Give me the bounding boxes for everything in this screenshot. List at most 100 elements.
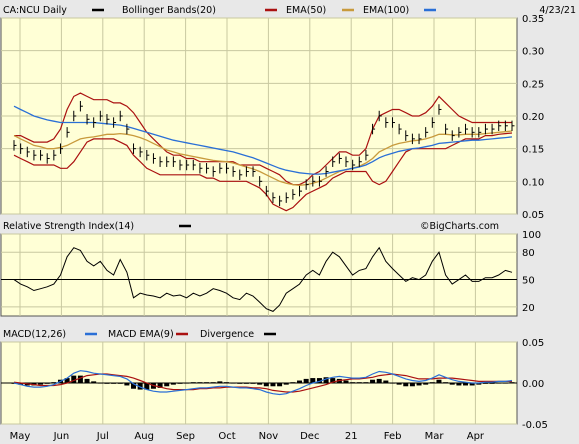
macd-tick-label: -0.05 <box>522 420 548 431</box>
divergence-bar <box>403 383 409 387</box>
divergence-bar <box>416 383 422 386</box>
bollinger-lower-line <box>13 132 513 212</box>
divergence-bar <box>436 379 442 383</box>
divergence-bar <box>18 383 24 385</box>
month-label-9: Feb <box>384 431 402 442</box>
price-tick-label: 0.15 <box>522 145 544 156</box>
divergence-bar <box>396 383 402 385</box>
x-axis: May Jun Jul Aug Sep Oct Nov Dec 21 Feb Mar Apr <box>10 431 485 442</box>
price-tick-label: 0.25 <box>522 79 544 90</box>
divergence-bar <box>429 382 435 383</box>
rsi-line <box>13 246 513 312</box>
bollinger-upper-line <box>14 92 512 186</box>
divergence-bar <box>409 383 415 387</box>
divergence-bar <box>164 383 170 387</box>
divergence-bar <box>257 383 263 385</box>
divergence-bar <box>443 382 449 383</box>
divergence-bar <box>383 380 389 383</box>
macd-tick-label: 0.00 <box>522 379 544 390</box>
month-label-3: Aug <box>134 431 154 442</box>
rsi-title: Relative Strength Index(14) <box>3 221 134 232</box>
macd-panel: 0.05 0.00 -0.05 <box>0 338 548 431</box>
rsi-tick-label: 20 <box>522 303 535 314</box>
divergence-bar <box>330 378 336 383</box>
rsi-panel: 100 80 50 20 <box>0 230 541 317</box>
price-tick-label: 0.20 <box>522 112 544 123</box>
divergence-bar <box>509 382 515 383</box>
divergence-bar <box>496 383 502 384</box>
divergence-bar <box>131 383 137 389</box>
macd-line <box>13 370 513 396</box>
macd-title: MACD(12,26) <box>3 329 66 340</box>
divergence-bar <box>210 382 216 383</box>
divergence-bar <box>363 382 369 383</box>
chart-title: CA:NCU Daily <box>3 5 67 16</box>
divergence-bar <box>144 383 150 390</box>
divergence-bar <box>204 382 210 383</box>
divergence-bar <box>170 383 176 385</box>
price-tick-label: 0.35 <box>522 14 544 25</box>
divergence-bar <box>389 383 395 384</box>
divergence-bar <box>190 382 196 383</box>
month-label-6: Nov <box>259 431 279 442</box>
divergence-bar <box>277 383 283 387</box>
divergence-bar <box>303 378 309 383</box>
divergence-bar <box>124 383 130 386</box>
divergence-bar <box>250 383 256 384</box>
price-tick-label: 0.10 <box>522 177 544 188</box>
legend-macd-ema: MACD EMA(9) <box>108 329 174 340</box>
month-label-0: May <box>10 431 31 442</box>
divergence-bar <box>51 382 57 383</box>
divergence-bar <box>117 383 123 384</box>
legend-bollinger: Bollinger Bands(20) <box>122 5 216 16</box>
divergence-bar <box>456 383 462 386</box>
divergence-bar <box>482 383 488 384</box>
legend-ema50: EMA(50) <box>286 5 326 16</box>
divergence-bar <box>64 378 70 383</box>
rsi-tick-label: 80 <box>522 248 535 259</box>
divergence-bar <box>489 383 495 384</box>
divergence-bar <box>177 383 183 384</box>
divergence-bar <box>469 383 475 386</box>
divergence-bar <box>310 378 316 383</box>
ema50-line <box>13 130 513 186</box>
divergence-bar <box>449 383 455 385</box>
rsi-tick-label: 50 <box>522 276 535 287</box>
divergence-bar <box>370 379 376 383</box>
month-label-5: Oct <box>218 431 235 442</box>
divergence-bar <box>84 378 90 383</box>
divergence-bar <box>297 380 303 383</box>
divergence-bar <box>316 378 322 383</box>
divergence-bar <box>343 380 349 383</box>
rsi-tick-label: 100 <box>522 230 541 241</box>
divergence-bar <box>237 383 243 384</box>
divergence-bar <box>376 378 382 383</box>
month-label-2: Jul <box>96 431 109 442</box>
divergence-bar <box>77 375 83 383</box>
month-label-10: Mar <box>425 431 445 442</box>
divergence-bar <box>230 383 236 384</box>
month-label-8: 21 <box>345 431 358 442</box>
ema100-line <box>13 105 513 175</box>
divergence-bar <box>97 383 103 384</box>
divergence-bar <box>243 383 249 384</box>
divergence-bar <box>71 375 77 383</box>
watermark: ©BigCharts.com <box>420 221 499 232</box>
legend-divergence: Divergence <box>200 329 254 340</box>
divergence-bar <box>476 383 482 385</box>
divergence-bar <box>356 382 362 383</box>
price-tick-label: 0.30 <box>522 47 544 58</box>
divergence-bar <box>423 383 429 385</box>
divergence-bar <box>270 383 276 387</box>
divergence-bar <box>111 383 117 384</box>
price-panel: 0.35 0.30 0.25 0.20 0.15 0.10 0.05 <box>0 14 544 221</box>
chart-date: 4/23/21 <box>539 5 576 16</box>
divergence-bar <box>91 381 97 383</box>
month-label-11: Apr <box>467 431 485 442</box>
divergence-bar <box>502 383 508 384</box>
divergence-bar <box>197 382 203 383</box>
divergence-bar <box>263 383 269 387</box>
divergence-bar <box>184 383 190 384</box>
divergence-bar <box>323 377 329 383</box>
